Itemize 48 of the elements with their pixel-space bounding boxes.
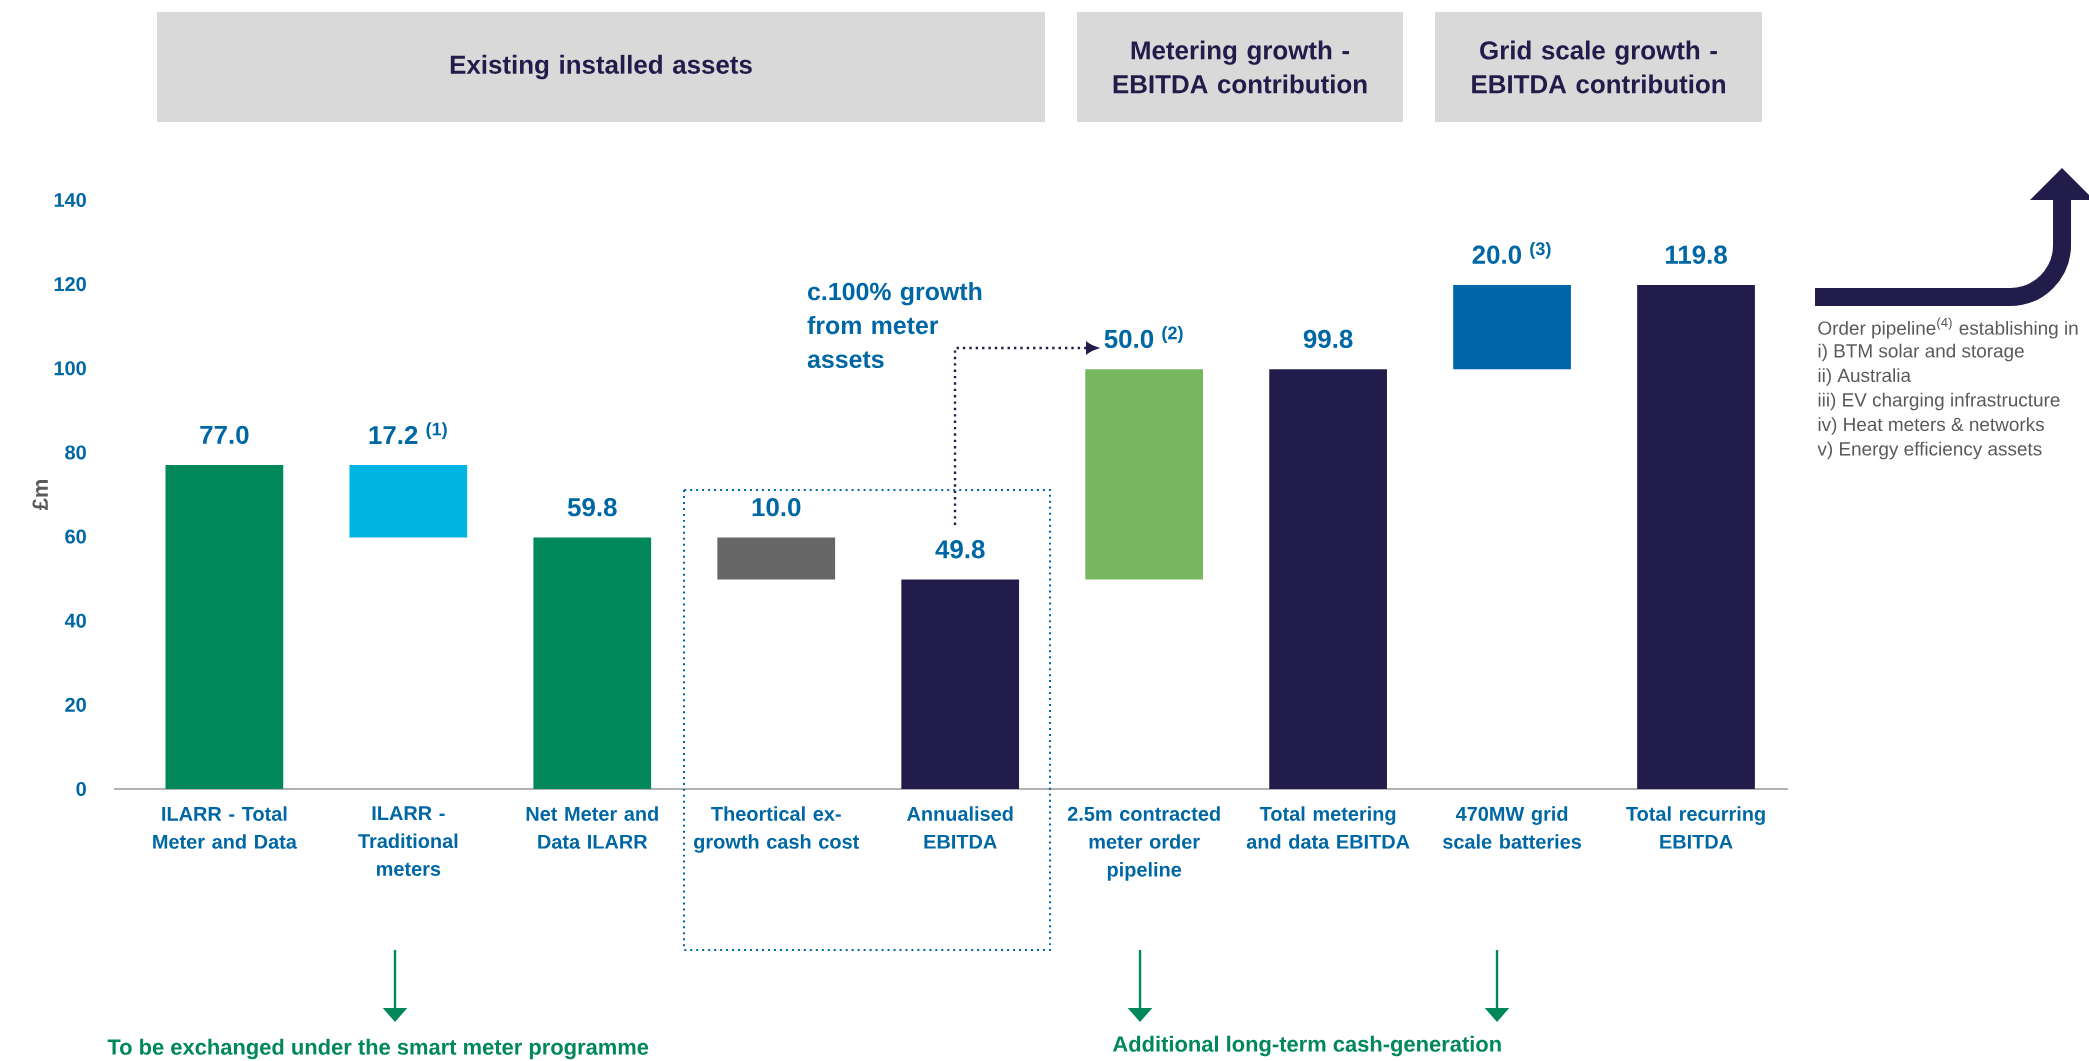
text: i) BTM solar and storage xyxy=(1818,343,2024,362)
data-label: 119.8 xyxy=(1665,245,1727,264)
bar xyxy=(901,579,1020,789)
text: Existing installed assets xyxy=(450,54,752,80)
x-tick-label: 470MW grid scale batteries xyxy=(1442,806,1582,849)
text: ii) Australia xyxy=(1818,368,1912,386)
text: Metering growth - EBITDA contribution xyxy=(1113,40,1367,94)
y-tick-label: 0 xyxy=(76,781,86,797)
data-label: 77.0 xyxy=(200,425,249,444)
annotation: c.100% growth from meter assets xyxy=(807,282,982,369)
data-label: 50.0 $^{(2)}$ xyxy=(1104,326,1183,349)
data-label: 20.0 $^{(3)}$ xyxy=(1472,241,1551,264)
bar xyxy=(1637,284,1755,789)
x-tick-label: 2.5m contracted meter order pipeline xyxy=(1067,806,1220,881)
bar xyxy=(349,465,468,538)
data-label: 59.8 xyxy=(567,498,617,517)
text: iii) EV charging infrastructure xyxy=(1818,392,2060,411)
data-label: 99.8 xyxy=(1303,329,1353,349)
text: iv) Heat meters & networks xyxy=(1818,417,2044,435)
x-tick-label: Net Meter and Data ILARR xyxy=(526,806,658,849)
bar xyxy=(533,537,652,789)
x-tick-label: Total recurring EBITDA xyxy=(1626,806,1765,849)
text: Grid scale growth - EBITDA contribution xyxy=(1472,40,1725,94)
bar xyxy=(165,465,284,789)
bar xyxy=(1453,284,1571,370)
y-tick-label: 140 xyxy=(54,192,86,208)
data-label: 10.0 xyxy=(752,498,801,517)
y-tick-label: 100 xyxy=(54,361,86,376)
x-tick-label: ILARR - Traditional meters xyxy=(358,806,458,876)
data-label: 17.2 $^{(1)}$ xyxy=(369,422,447,445)
y-tick-label: 120 xyxy=(54,277,86,292)
y-axis-title: £m xyxy=(32,480,48,511)
bar xyxy=(1269,369,1387,789)
text: v) Energy efficiency assets xyxy=(1817,441,2042,460)
x-tick-label: Total metering and data EBITDA xyxy=(1246,806,1410,849)
text: Order pipeline$^{(4)}$ establishing in xyxy=(1818,317,2078,339)
text: Additional long-term cash-generation xyxy=(1112,1035,1501,1057)
x-tick-label: ILARR - Total Meter and Data xyxy=(153,806,298,849)
y-tick-label: 80 xyxy=(65,445,86,460)
x-tick-label: Annualised EBITDA xyxy=(907,806,1013,849)
text: To be exchanged under the smart meter programme xyxy=(107,1038,649,1060)
bar xyxy=(717,537,836,580)
x-tick-label: Theortical ex-growth cash cost xyxy=(694,806,860,853)
y-tick-label: 20 xyxy=(65,697,86,712)
y-tick-label: 40 xyxy=(64,613,86,628)
data-label: 49.8 xyxy=(935,540,985,559)
y-tick-label: 60 xyxy=(65,529,86,544)
bar xyxy=(1085,369,1204,580)
